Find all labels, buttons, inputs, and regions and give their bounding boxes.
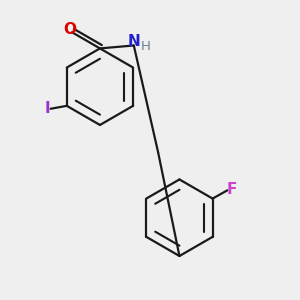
Text: H: H — [141, 40, 151, 52]
Text: O: O — [63, 22, 76, 38]
Text: I: I — [45, 101, 50, 116]
Text: N: N — [128, 34, 141, 49]
Text: F: F — [226, 182, 237, 197]
